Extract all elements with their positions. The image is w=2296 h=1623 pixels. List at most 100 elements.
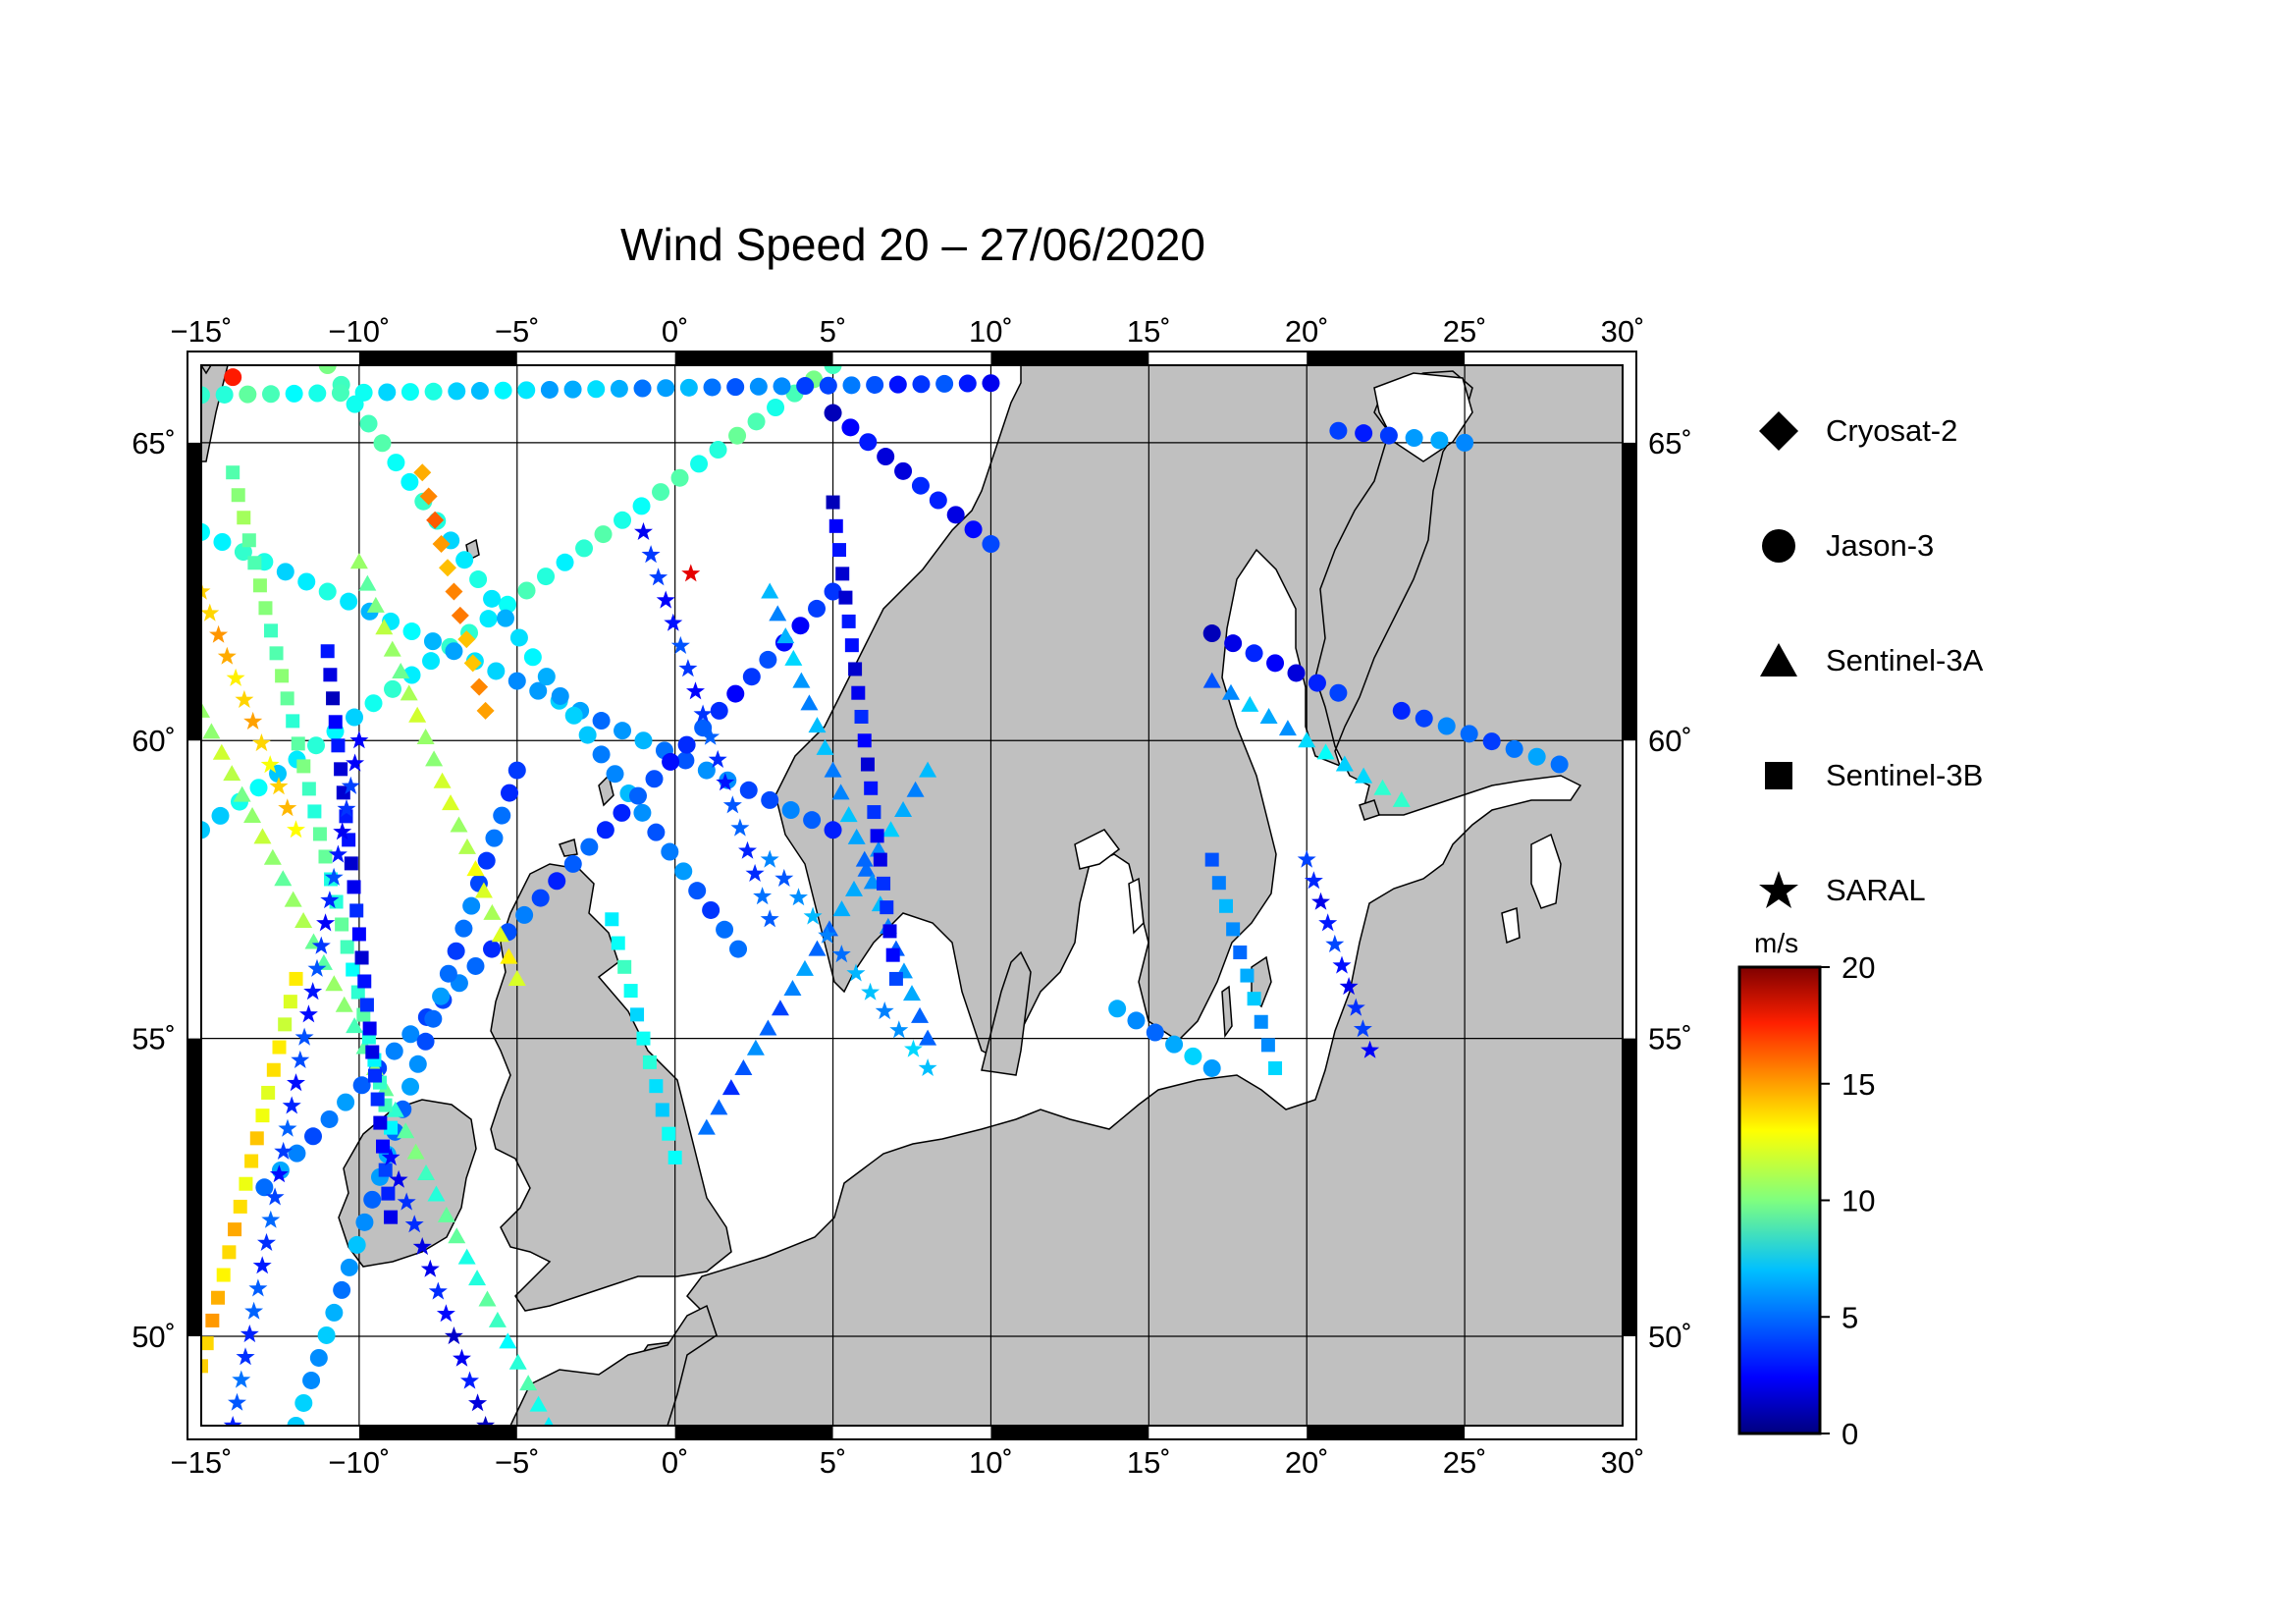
obs-circle [494,381,512,400]
obs-triangle [212,743,231,760]
obs-circle [596,821,614,839]
obs-triangle [519,1375,538,1391]
frame-bar [990,352,1149,365]
obs-triangle [816,738,834,755]
obs-triangle [349,553,368,569]
lon-tick-label: 20˚ [1285,314,1329,349]
obs-circle [742,668,761,686]
obs-circle [276,563,294,581]
obs-star [307,958,327,977]
obs-triangle [491,926,509,943]
obs-triangle [325,975,344,992]
obs-circle [448,382,466,401]
obs-square [370,1092,385,1107]
diamond-icon [1757,409,1826,453]
obs-circle [824,365,842,374]
star-icon [1757,869,1826,912]
legend-label: Sentinel-3A [1826,642,1984,677]
obs-circle [201,522,210,541]
lake-ladoga [1530,833,1562,909]
obs-star [1332,955,1352,974]
obs-circle [710,701,728,720]
obs-circle [935,374,954,393]
obs-square [848,662,863,676]
obs-circle [587,380,606,399]
obs-square [258,601,273,616]
obs-square [378,1163,393,1177]
obs-star [760,909,779,928]
obs-star [1311,892,1330,910]
obs-square [854,709,869,724]
obs-square [857,733,872,748]
obs-circle [1308,674,1326,692]
obs-star [738,840,757,859]
obs-star [670,635,690,654]
obs-circle [819,376,837,395]
obs-square [642,1055,657,1069]
obs-circle [1405,429,1423,448]
obs-triangle [847,828,866,844]
obs-star [803,906,823,925]
obs-circle [304,1127,323,1146]
obs-square [359,998,374,1012]
lon-tick-label: 30˚ [1601,314,1645,349]
obs-square [1218,898,1233,913]
obs-circle [479,610,498,628]
obs-star [209,624,229,643]
colorbar: 0 5 10 15 20 [1737,950,1875,1451]
legend: Cryosat-2 Jason-3 Sentinel-3A Sentinel-3… [1757,373,2248,947]
obs-circle [767,399,785,417]
obs-circle [808,599,827,618]
lat-tick-label: 55˚ [1648,1022,1692,1056]
obs-square [226,465,240,480]
obs-star [278,1118,297,1137]
obs-circle [1460,725,1478,743]
obs-circle [652,483,670,502]
obs-circle [432,987,451,1005]
obs-square [362,1021,377,1036]
obs-triangle [795,959,814,976]
obs-triangle [1373,779,1392,795]
obs-triangle [253,828,272,844]
obs-star [257,1232,276,1251]
obs-star [201,603,220,622]
obs-circle [224,368,242,387]
obs-square [1247,992,1261,1006]
obs-circle [610,379,628,398]
obs-circle [337,1093,355,1111]
obs-circle [331,384,349,403]
obs-star [1339,977,1359,996]
lon-tick-label: 5˚ [820,1445,847,1480]
obs-square [367,1068,382,1083]
obs-square [211,1290,226,1305]
obs-star [875,1001,894,1020]
obs-circle [363,1190,382,1209]
obs-star [420,1259,440,1277]
obs-circle [422,652,441,671]
obs-circle [515,905,534,924]
obs-circle [423,632,442,651]
obs-star [453,1348,471,1367]
colorbar-tick-label: 0 [1842,1417,1858,1451]
obs-square [1204,852,1219,867]
obs-circle [499,595,517,614]
obs-circle [613,803,631,822]
obs-triangle [903,985,921,1001]
obs-square [1254,1014,1268,1029]
obs-square [349,903,364,918]
obs-circle [645,770,664,788]
obs-square [835,567,850,581]
obs-square [247,556,262,570]
obs-star [311,936,331,954]
obs-circle [1379,426,1398,445]
obs-square [636,1031,651,1046]
obs-circle [529,681,548,700]
obs-circle [469,570,488,589]
obs-circle [1224,634,1243,653]
obs-star [201,581,211,600]
obs-circle [1392,701,1411,720]
obs-square [264,623,279,638]
obs-circle [354,383,373,402]
obs-circle [690,455,709,473]
obs-triangle [243,806,262,823]
